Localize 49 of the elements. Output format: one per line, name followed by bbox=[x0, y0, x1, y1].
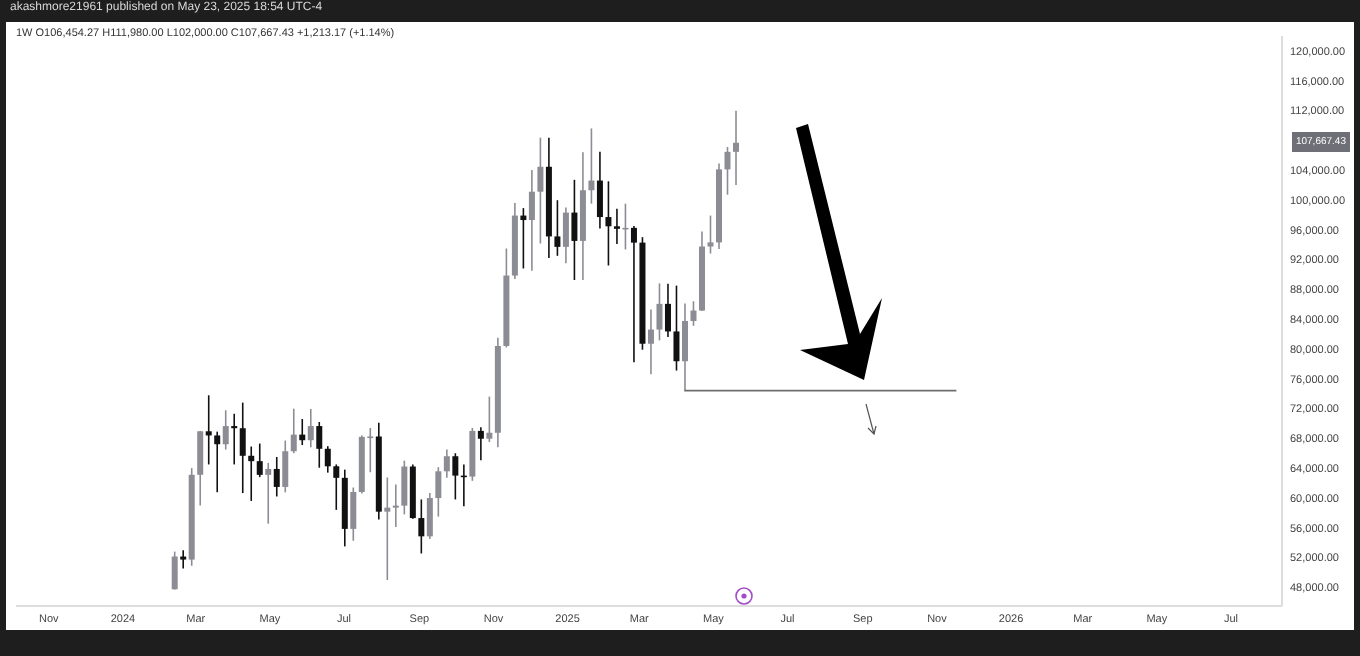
candlestick bbox=[554, 199, 561, 257]
candlestick bbox=[248, 445, 255, 502]
candlestick bbox=[443, 448, 450, 479]
candlestick bbox=[307, 408, 314, 449]
candlestick bbox=[486, 395, 493, 443]
candlestick bbox=[231, 412, 238, 466]
candlestick bbox=[469, 427, 476, 482]
candlestick bbox=[290, 407, 297, 455]
candlestick bbox=[630, 225, 637, 364]
candlestick bbox=[588, 127, 595, 205]
candlestick bbox=[384, 476, 391, 581]
candlestick bbox=[256, 442, 263, 478]
candlestick bbox=[571, 179, 578, 281]
candlestick bbox=[418, 498, 425, 555]
candlestick bbox=[562, 206, 569, 265]
candlestick bbox=[222, 409, 229, 451]
candlestick bbox=[239, 401, 246, 494]
candlestick bbox=[613, 208, 620, 245]
candlestick bbox=[673, 284, 680, 372]
candlestick bbox=[681, 302, 688, 391]
candlestick bbox=[656, 282, 663, 342]
candlestick bbox=[733, 109, 740, 186]
candlestick bbox=[452, 452, 459, 501]
candlestick bbox=[316, 421, 323, 469]
candlestick bbox=[647, 308, 654, 376]
candlestick bbox=[392, 483, 399, 528]
candlestick bbox=[707, 214, 714, 255]
candlestick bbox=[282, 439, 289, 494]
candlestick bbox=[426, 492, 433, 540]
candlestick bbox=[205, 394, 212, 466]
candlestick bbox=[273, 456, 280, 498]
candlestick bbox=[265, 462, 272, 525]
candlestick bbox=[537, 136, 544, 245]
candlestick bbox=[724, 146, 731, 196]
candlestick bbox=[180, 549, 187, 570]
candlestick bbox=[605, 180, 612, 267]
candlestick bbox=[333, 463, 340, 511]
candlestick bbox=[324, 445, 331, 474]
candlestick bbox=[197, 430, 204, 507]
candlestick bbox=[350, 486, 357, 542]
candlestick bbox=[664, 282, 671, 338]
candlestick bbox=[171, 550, 178, 591]
candlestick bbox=[477, 426, 484, 462]
candlestick bbox=[214, 430, 221, 494]
candlestick bbox=[596, 151, 603, 230]
candlestick bbox=[435, 466, 442, 518]
candlestick bbox=[690, 300, 697, 327]
candlestick bbox=[401, 459, 408, 516]
candlestick bbox=[528, 169, 535, 272]
